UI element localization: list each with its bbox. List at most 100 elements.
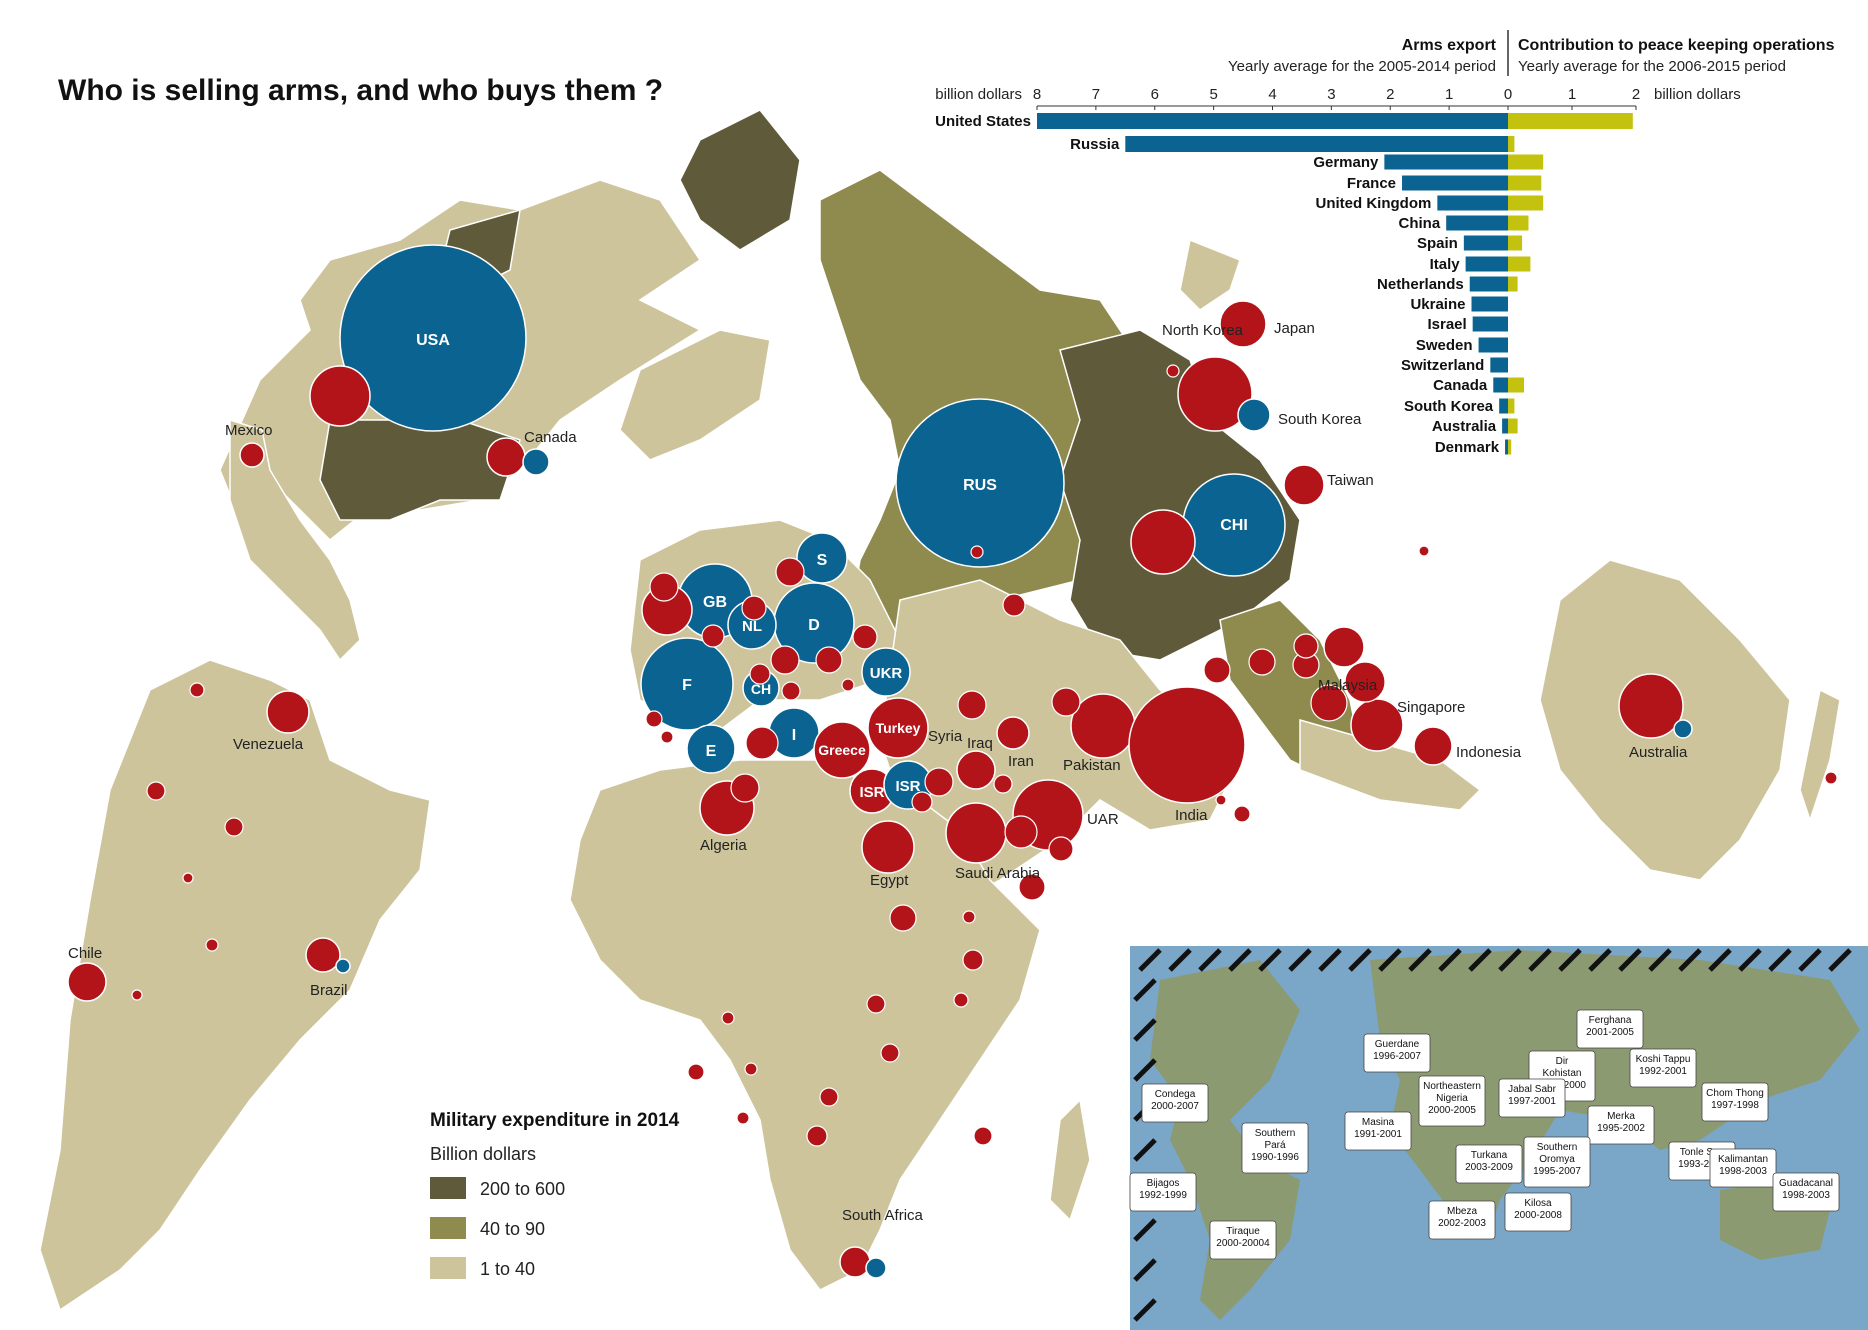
inset-label-text: 2001-2005 bbox=[1586, 1027, 1634, 1038]
category-label: Australia bbox=[1432, 418, 1497, 435]
inset-label-box bbox=[1587, 1105, 1655, 1145]
exporter-circle-s bbox=[796, 532, 848, 584]
japan bbox=[1179, 238, 1241, 311]
category-label: Ukraine bbox=[1410, 296, 1465, 313]
inset-label-text: Masina bbox=[1362, 1117, 1395, 1128]
inset-label-box bbox=[1344, 1111, 1412, 1151]
importer-dot bbox=[1166, 364, 1180, 378]
export-bar bbox=[1037, 113, 1508, 129]
category-label: Italy bbox=[1430, 256, 1461, 273]
importer-dot bbox=[775, 557, 805, 587]
right-subheader: Yearly average for the 2006-2015 period bbox=[1518, 58, 1786, 75]
inset-label-text: Chom Thong bbox=[1706, 1088, 1764, 1099]
left-tick-label: 1 bbox=[1445, 86, 1453, 103]
label-i: I bbox=[792, 727, 796, 744]
export-bar bbox=[1384, 154, 1508, 170]
inset-label-text: 2000-20004 bbox=[1216, 1238, 1270, 1249]
exporter-circle-f bbox=[640, 637, 734, 731]
importer-dot bbox=[911, 791, 933, 813]
importer-circle-mexico bbox=[239, 442, 265, 468]
inset-label-text: 1997-2001 bbox=[1508, 1096, 1556, 1107]
peacekeeping-bar bbox=[1508, 256, 1531, 272]
legend-subtitle: Billion dollars bbox=[430, 1144, 536, 1164]
inset-label-box bbox=[1455, 1144, 1523, 1184]
inset-label-text: Bijagos bbox=[1147, 1178, 1180, 1189]
inset-label-text: Southern bbox=[1255, 1128, 1296, 1139]
exporter-circle-canada bbox=[522, 448, 550, 476]
export-bar bbox=[1490, 357, 1508, 373]
importer-circle-singapore bbox=[1350, 698, 1404, 752]
importer-circle-indonesia bbox=[1413, 726, 1453, 766]
importer-circle-usa bbox=[309, 365, 371, 427]
label-iraq: Iraq bbox=[967, 735, 993, 752]
inset-label-text: Pará bbox=[1264, 1140, 1286, 1151]
importer-dot bbox=[970, 545, 984, 559]
label-e: E bbox=[706, 743, 717, 760]
right-axis-label: billion dollars bbox=[1654, 86, 1741, 103]
inset-label-text: 1991-2001 bbox=[1354, 1129, 1402, 1140]
label-ukr: UKR bbox=[870, 665, 903, 682]
label-taiwan: Taiwan bbox=[1327, 472, 1374, 489]
importer-dot bbox=[953, 992, 969, 1008]
inset-label-text: 1995-2002 bbox=[1597, 1123, 1645, 1134]
inset-label-box bbox=[1504, 1192, 1572, 1232]
title: Who is selling arms, and who buys them ? bbox=[58, 74, 663, 107]
inset-label-text: 1990-1996 bbox=[1251, 1152, 1299, 1163]
importer-dot bbox=[962, 949, 984, 971]
importer-circle-venezuela bbox=[266, 690, 310, 734]
importer-circle-saudi-arabia bbox=[945, 802, 1007, 864]
importer-dot bbox=[182, 872, 194, 884]
legend-swatch-0 bbox=[430, 1177, 466, 1199]
label-indonesia: Indonesia bbox=[1456, 744, 1522, 761]
new-zealand bbox=[1799, 688, 1841, 823]
inset-label-text: Southern bbox=[1537, 1142, 1578, 1153]
inset-label-box bbox=[1141, 1083, 1209, 1123]
importer-dot bbox=[1004, 815, 1038, 849]
importer-dot bbox=[660, 730, 674, 744]
label-f: F bbox=[682, 677, 692, 694]
inset-label-text: 2000-2008 bbox=[1514, 1210, 1562, 1221]
peacekeeping-bar bbox=[1508, 215, 1529, 231]
importer-circle-turkey bbox=[867, 697, 929, 759]
inset-label-box bbox=[1709, 1148, 1777, 1188]
peacekeeping-bar bbox=[1508, 154, 1544, 170]
export-bar bbox=[1446, 215, 1508, 231]
exporter-circle-usa bbox=[339, 244, 527, 432]
importer-circle-greece bbox=[813, 721, 871, 779]
importer-circle-brazil bbox=[305, 937, 341, 973]
importer-circle-south-africa bbox=[839, 1246, 871, 1278]
inset-label-text: Condega bbox=[1155, 1089, 1196, 1100]
inset-hatching bbox=[1133, 948, 1852, 1322]
importer-dot bbox=[224, 817, 244, 837]
importer-dot bbox=[205, 938, 219, 952]
inset-label-text: 1995-2007 bbox=[1533, 1166, 1581, 1177]
inset-label-text: 1998-2003 bbox=[1782, 1190, 1830, 1201]
label-syria: Syria bbox=[928, 728, 963, 745]
inset-label-box bbox=[1576, 1009, 1644, 1049]
inset-label-text: Jabal Sabr bbox=[1508, 1084, 1556, 1095]
importer-dot bbox=[741, 595, 767, 621]
importer-dot bbox=[730, 773, 760, 803]
importer-dot bbox=[889, 904, 917, 932]
importer-dot bbox=[736, 1111, 750, 1125]
importer-dot bbox=[993, 774, 1013, 794]
left-tick-label: 4 bbox=[1268, 86, 1276, 103]
left-tick-label: 3 bbox=[1327, 86, 1335, 103]
country-labels: Mexico Canada Venezuela Chile Brazil Alg… bbox=[68, 320, 1688, 1224]
importer-dot bbox=[924, 767, 954, 797]
left-tick-label: 0 bbox=[1504, 86, 1512, 103]
label-egypt: Egypt bbox=[870, 872, 909, 889]
label-mexico: Mexico bbox=[225, 422, 273, 439]
importer-dot bbox=[806, 1125, 828, 1147]
category-label: Switzerland bbox=[1401, 357, 1484, 374]
category-label: Israel bbox=[1427, 316, 1466, 333]
exporter-circle-brazil bbox=[335, 958, 351, 974]
inset-label-text: Tonle Sap bbox=[1680, 1147, 1725, 1158]
south-america bbox=[39, 659, 431, 1312]
importer-circle-pakistan bbox=[1070, 693, 1136, 759]
importer-circle-iraq bbox=[956, 750, 996, 790]
category-label: Sweden bbox=[1416, 337, 1473, 354]
